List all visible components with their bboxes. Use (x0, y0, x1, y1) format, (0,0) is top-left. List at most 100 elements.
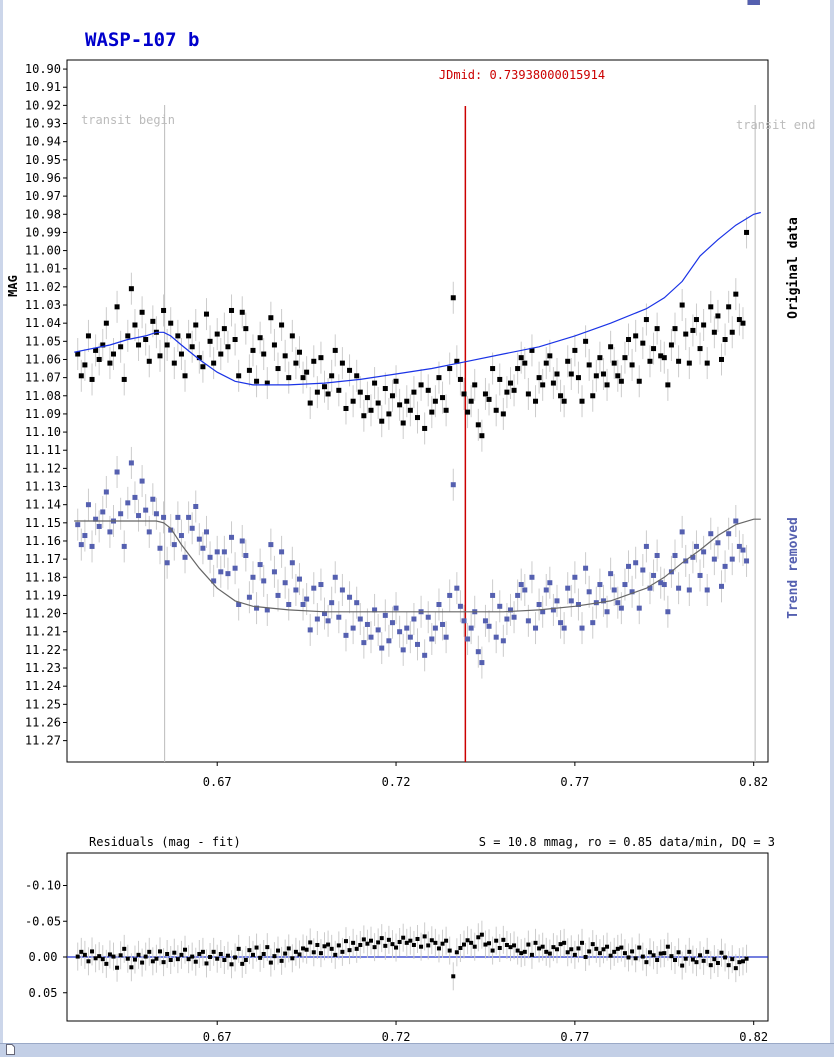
y-tick-label: 11.16 (25, 534, 61, 548)
residual-point (698, 953, 703, 958)
original-point (593, 373, 599, 379)
residual-point (605, 944, 610, 949)
residuals-stats: S = 10.8 mmag, ro = 0.85 data/min, DQ = … (479, 835, 775, 849)
residual-point (111, 954, 116, 959)
original-point (361, 413, 367, 419)
residual-point (730, 957, 735, 962)
trend-point (311, 585, 317, 591)
y-tick-label: 10.95 (25, 153, 61, 167)
residual-point (680, 963, 685, 968)
trend-point (661, 582, 667, 588)
original-point (457, 376, 463, 382)
trend-point (393, 605, 399, 611)
trend-point (164, 560, 170, 566)
original-point (354, 373, 360, 379)
y-tick-label: 11.05 (25, 334, 61, 348)
original-point (357, 389, 363, 395)
trend-point (568, 598, 574, 604)
trend-point (440, 621, 446, 627)
trend-point (432, 625, 438, 631)
y-tick-label: 11.02 (25, 280, 61, 294)
original-point (661, 355, 667, 361)
original-point (311, 358, 317, 364)
original-point (683, 331, 689, 337)
trend-point (307, 627, 313, 633)
residual-point (676, 950, 681, 955)
trend-point (89, 543, 95, 549)
y-tick-label: 11.01 (25, 262, 61, 276)
trend-point (611, 587, 617, 593)
trend-point (575, 602, 581, 607)
residual-point (494, 938, 499, 943)
original-point (128, 286, 134, 292)
residual-point (440, 941, 445, 946)
residual-point (655, 958, 660, 963)
document-icon (6, 1044, 15, 1055)
residual-point (75, 954, 80, 959)
original-point (400, 420, 406, 426)
residual-point (143, 954, 148, 959)
trend-point (143, 507, 149, 513)
trend-point (186, 514, 192, 520)
trend-point (372, 607, 378, 613)
residual-point (293, 949, 298, 954)
residual-point (283, 951, 288, 956)
y-tick-label: 11.17 (25, 552, 61, 566)
y-axis-label: MAG (6, 275, 20, 297)
residual-point (272, 954, 277, 959)
residual-point (150, 959, 155, 964)
original-point (554, 371, 560, 377)
original-point (633, 333, 639, 339)
residual-point (529, 952, 534, 957)
residual-point (476, 935, 481, 940)
original-point (615, 373, 621, 379)
original-point (604, 382, 610, 388)
original-point (708, 304, 714, 310)
points-original (75, 0, 760, 439)
original-point (171, 360, 177, 366)
y-tick-label: 11.14 (25, 498, 61, 512)
trend-point (404, 625, 410, 631)
trend-point (207, 554, 213, 560)
trend-point (590, 620, 596, 626)
residual-point (504, 942, 509, 947)
trend-point (318, 582, 324, 588)
trend-point (651, 572, 657, 578)
original-point (178, 351, 184, 357)
trend-point (490, 592, 496, 598)
fit-curves (74, 211, 761, 613)
residual-point (147, 949, 152, 954)
residual-point (472, 944, 477, 949)
residual-point (222, 958, 227, 963)
residual-point (479, 932, 484, 937)
original-point (239, 309, 245, 315)
original-point (440, 395, 446, 401)
original-point (307, 400, 313, 406)
residual-point (379, 936, 384, 941)
residual-point (186, 957, 191, 962)
original-point (211, 360, 217, 366)
original-point (379, 418, 385, 424)
trend-point (740, 547, 746, 553)
trend-point (443, 634, 449, 640)
residual-point (97, 954, 102, 959)
trend-point (629, 589, 635, 595)
trend-point (744, 558, 750, 564)
jdmid-label: JDmid: 0.73938000015914 (439, 68, 605, 82)
residual-point (318, 951, 323, 956)
residual-point (250, 952, 255, 957)
original-point (229, 307, 235, 313)
residual-point (254, 945, 259, 950)
trend-point (511, 614, 517, 620)
trend-point (708, 531, 714, 537)
original-point (486, 396, 492, 402)
original-point (461, 391, 467, 397)
trend-point (615, 600, 621, 606)
residual-point (336, 943, 341, 948)
trend-point (125, 500, 131, 506)
transit-begin-label: transit begin (81, 113, 175, 127)
original-point (193, 322, 199, 328)
trend-point (697, 572, 703, 578)
original-point (472, 382, 478, 388)
original-point (522, 360, 528, 366)
